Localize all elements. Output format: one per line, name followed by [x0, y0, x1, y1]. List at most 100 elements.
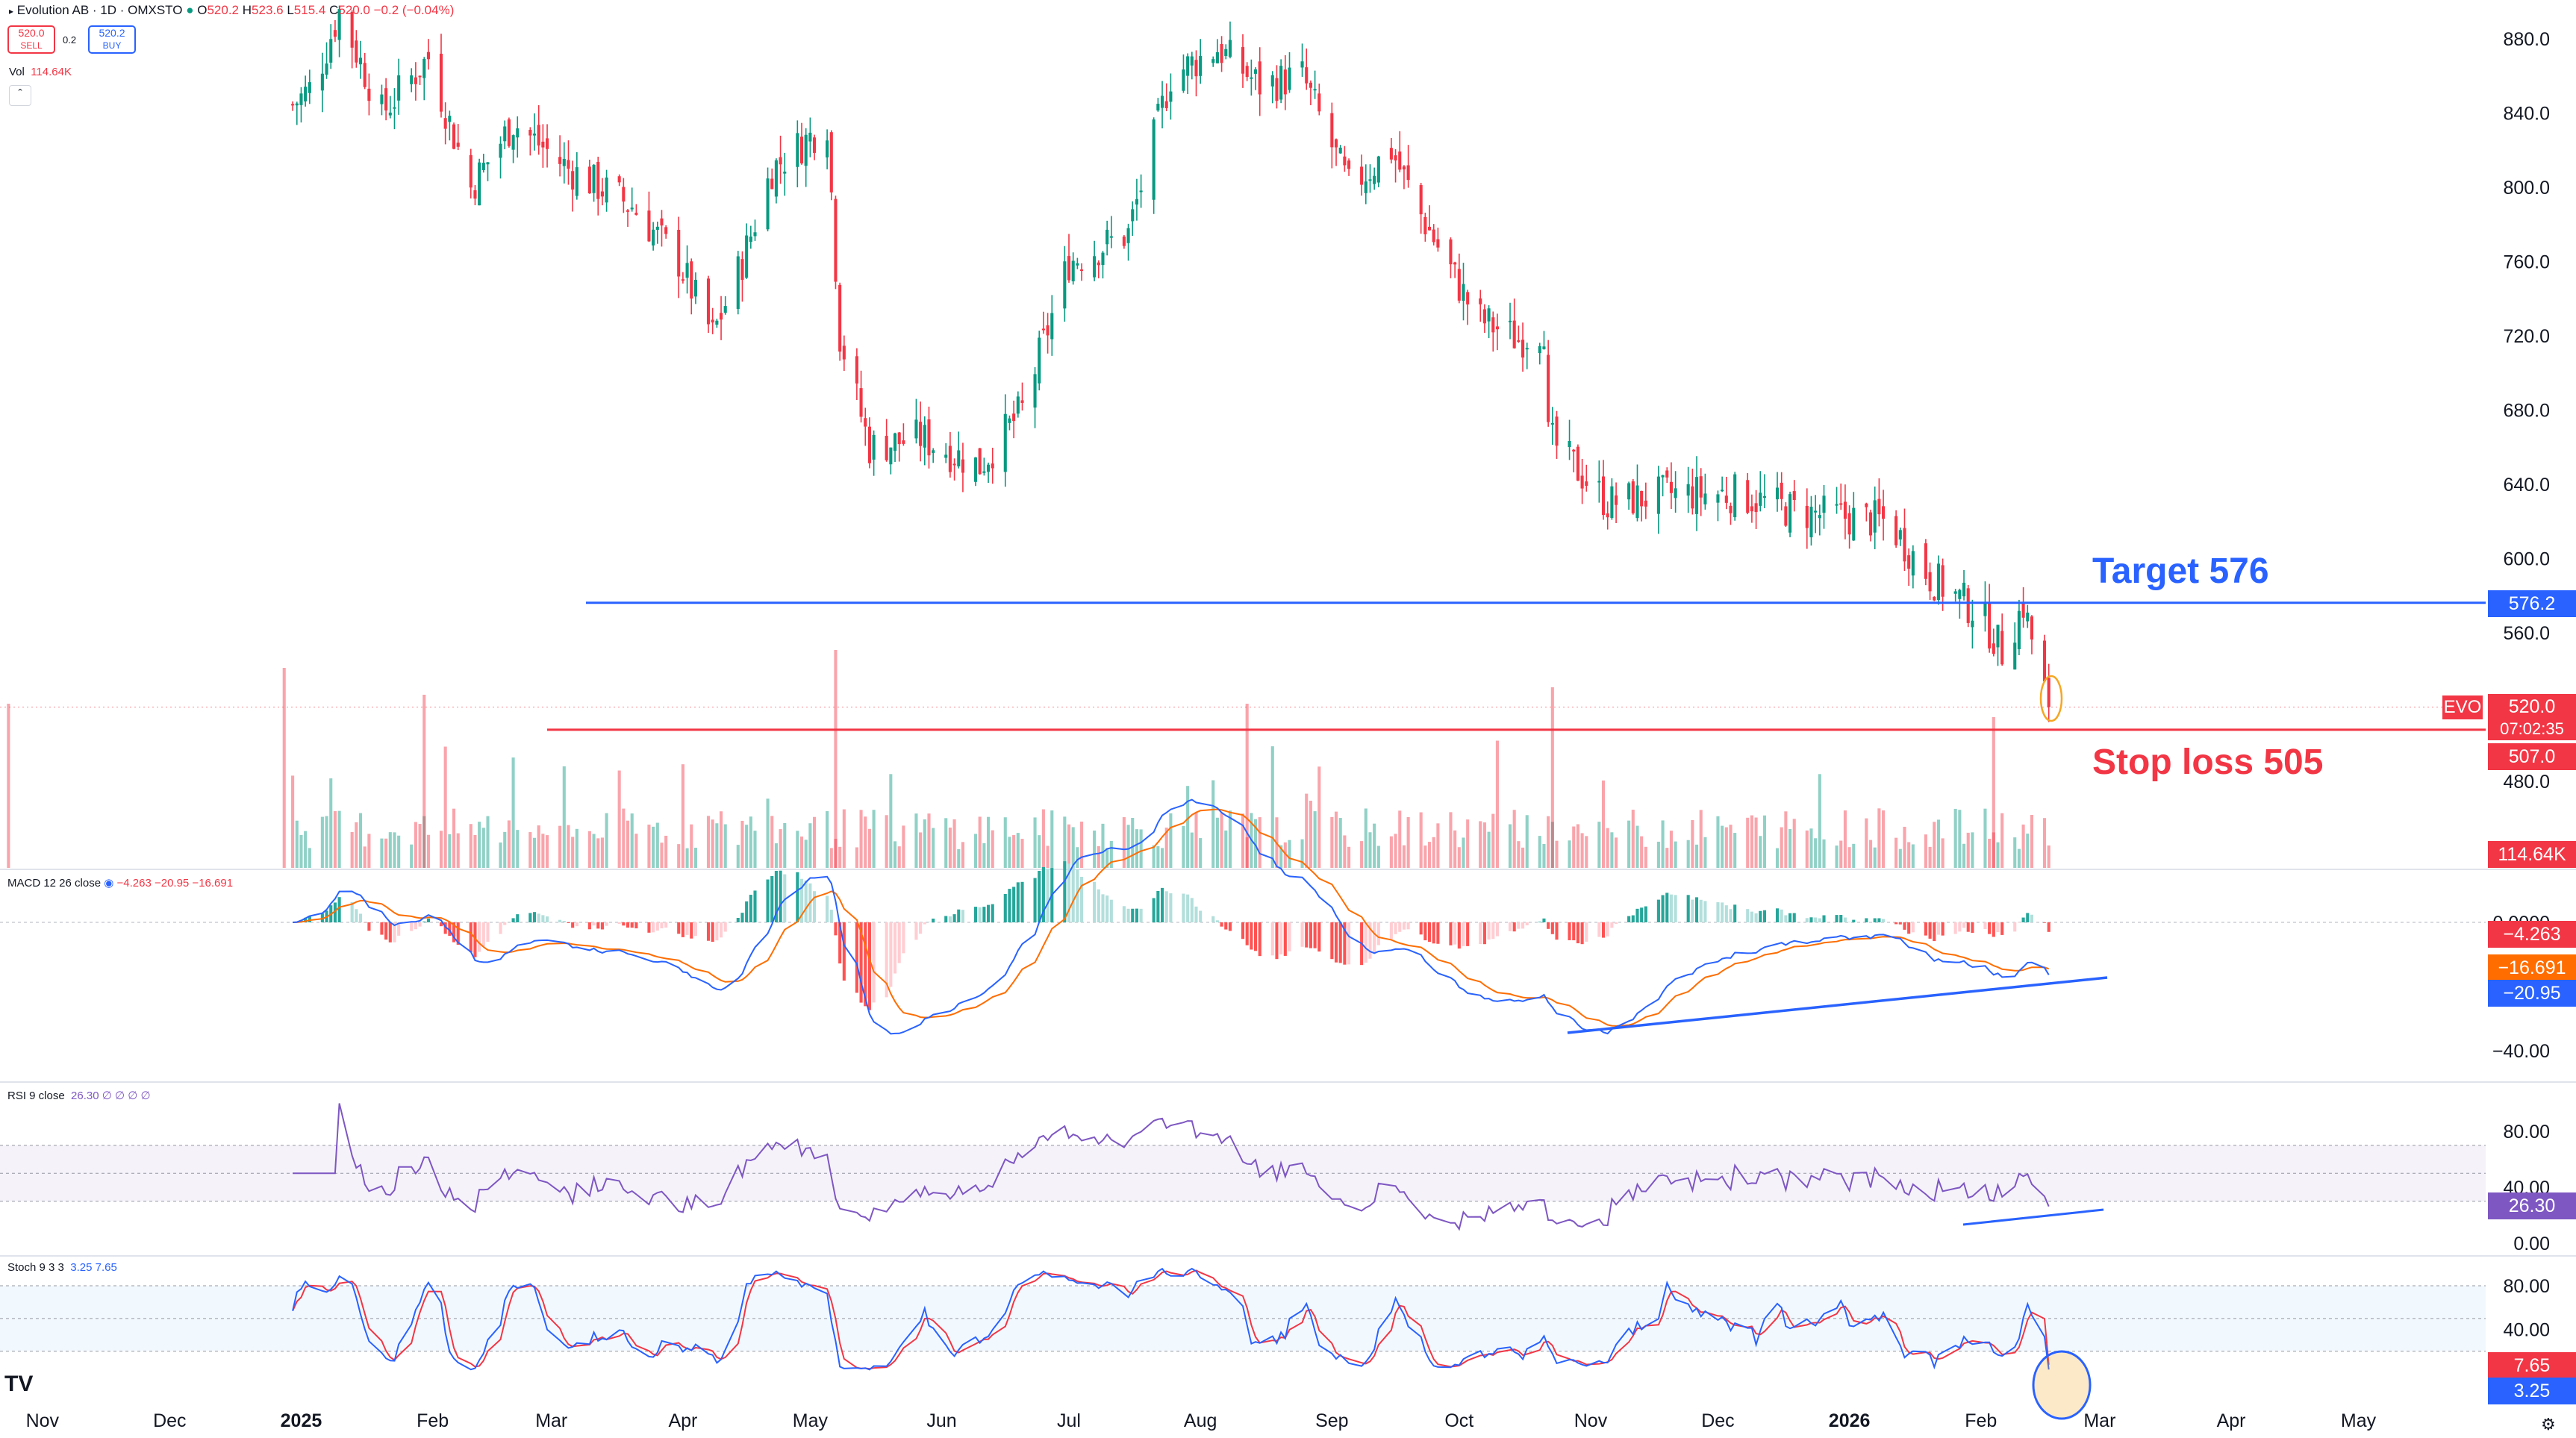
volume-bar: [1547, 816, 1550, 868]
candle-body: [693, 279, 697, 297]
volume-bar: [826, 811, 829, 868]
candle-body: [1215, 52, 1219, 63]
volume-bar: [1398, 810, 1402, 868]
volume-bar: [736, 845, 740, 868]
volume-bar: [973, 834, 978, 868]
macd-hist-bar: [596, 922, 600, 929]
time-tick-label: Aug: [1184, 1410, 1217, 1431]
macd-hist-bar: [1211, 916, 1215, 922]
stop-loss-annotation[interactable]: Stop loss 505: [2092, 743, 2324, 782]
volume-legend: Vol 114.64K: [9, 66, 72, 78]
macd-hist-bar: [1746, 909, 1750, 922]
price-tick-label: 600.0: [2503, 549, 2550, 570]
candle-body: [1733, 474, 1737, 518]
candle-body: [333, 30, 337, 37]
candle-body: [1780, 482, 1783, 499]
candle-body: [796, 133, 799, 167]
macd-hist-bar: [715, 922, 719, 941]
macd-hist-bar: [1882, 919, 1886, 922]
macd-hist-bar: [1933, 922, 1936, 942]
candle-body: [511, 135, 515, 150]
rsi-legend[interactable]: RSI 9 close 26.30 ∅ ∅ ∅ ∅: [7, 1090, 151, 1102]
volume-bar: [546, 835, 549, 868]
symbol-title[interactable]: Evolution AB · 1D · OMXSTO: [16, 3, 183, 17]
macd-hist-bar: [1093, 881, 1097, 922]
macd-hist-bar: [1275, 922, 1279, 960]
candle-body: [1746, 480, 1750, 513]
volume-bar: [1254, 819, 1258, 868]
macd-hist-bar: [919, 922, 923, 934]
macd-hist-bar: [973, 907, 978, 922]
macd-hist-bar: [1661, 895, 1665, 922]
macd-hist-bar: [1109, 899, 1113, 922]
candle-body: [1211, 59, 1215, 63]
volume-bar: [1220, 813, 1223, 868]
macd-hist-bar: [1656, 899, 1660, 922]
macd-hist-bar: [1508, 922, 1512, 931]
macd-hist-bar: [350, 901, 354, 922]
macd-hist-tag: −4.263: [2488, 921, 2576, 948]
volume-bar: [1615, 837, 1618, 868]
time-tick-label: Dec: [1701, 1410, 1734, 1431]
macd-hist-bar: [516, 914, 520, 922]
header-legend: ▸ Evolution AB · 1D · OMXSTO ● O520.2 H5…: [9, 3, 454, 18]
volume-bar: [1406, 816, 1410, 868]
macd-hist-bar: [532, 912, 537, 922]
volume-bar: [1750, 815, 1753, 868]
volume-bar: [532, 837, 537, 868]
macd-hist-bar: [469, 922, 473, 953]
candle-body: [397, 75, 401, 101]
settings-gear-icon[interactable]: ⚙: [2541, 1415, 2556, 1434]
volume-bar: [1491, 813, 1495, 868]
macd-hist-bar: [1703, 901, 1707, 922]
stoch-k-line: [292, 1267, 2050, 1371]
macd-hist-bar: [826, 895, 829, 922]
volume-bar: [1211, 780, 1215, 868]
volume-bar: [1631, 810, 1635, 868]
chevron-down-icon[interactable]: ▸: [9, 6, 14, 16]
buy-button[interactable]: 520.2 BUY: [88, 25, 136, 54]
ticker-tag: EVO: [2442, 695, 2483, 719]
volume-bar: [422, 816, 426, 868]
macd-hist-bar: [481, 922, 485, 947]
macd-hist-bar: [1792, 913, 1796, 922]
candle-body: [808, 132, 812, 142]
volume-bar: [1482, 822, 1486, 868]
price-tick-label: 840.0: [2503, 104, 2550, 125]
sell-button[interactable]: 520.0 SELL: [7, 25, 55, 54]
macd-legend[interactable]: MACD 12 26 close ◉ −4.263 −20.95 −16.691: [7, 877, 234, 890]
candle-body: [481, 163, 485, 170]
volume-bar: [1495, 740, 1500, 868]
macd-hist-bar: [690, 922, 693, 939]
volume-bar: [1046, 845, 1050, 868]
macd-hist-bar: [1606, 922, 1609, 937]
candle-body: [1877, 498, 1881, 515]
candle-body: [991, 463, 994, 469]
macd-hist-bar: [1962, 922, 1966, 928]
macd-hist-bar: [1376, 922, 1380, 945]
macd-hist-bar: [1241, 922, 1245, 940]
candle-body: [414, 77, 417, 84]
candle-body: [1245, 66, 1249, 78]
price-tick-label: 480.0: [2503, 772, 2550, 793]
candle-body: [749, 237, 752, 243]
target-annotation[interactable]: Target 576: [2092, 551, 2269, 591]
macd-hist-bar: [1270, 922, 1274, 956]
collapse-legend-button[interactable]: ˆ: [9, 85, 31, 106]
volume-bar: [1694, 844, 1699, 868]
volume-bar: [486, 816, 490, 868]
volume-bar: [1733, 833, 1737, 868]
stoch-legend[interactable]: Stoch 9 3 3 3.25 7.65: [7, 1261, 117, 1274]
macd-hist-bar: [1330, 922, 1334, 960]
candle-body: [799, 137, 804, 163]
candle-body: [740, 259, 744, 281]
candle-body: [634, 213, 638, 215]
eye-icon[interactable]: ◉: [104, 877, 114, 890]
volume-bar: [829, 848, 833, 868]
candle-body: [715, 320, 719, 325]
macd-hist-bar: [1016, 882, 1020, 922]
macd-hist-bar: [384, 922, 388, 940]
volume-bar: [770, 816, 774, 868]
candle-body: [1254, 69, 1258, 74]
